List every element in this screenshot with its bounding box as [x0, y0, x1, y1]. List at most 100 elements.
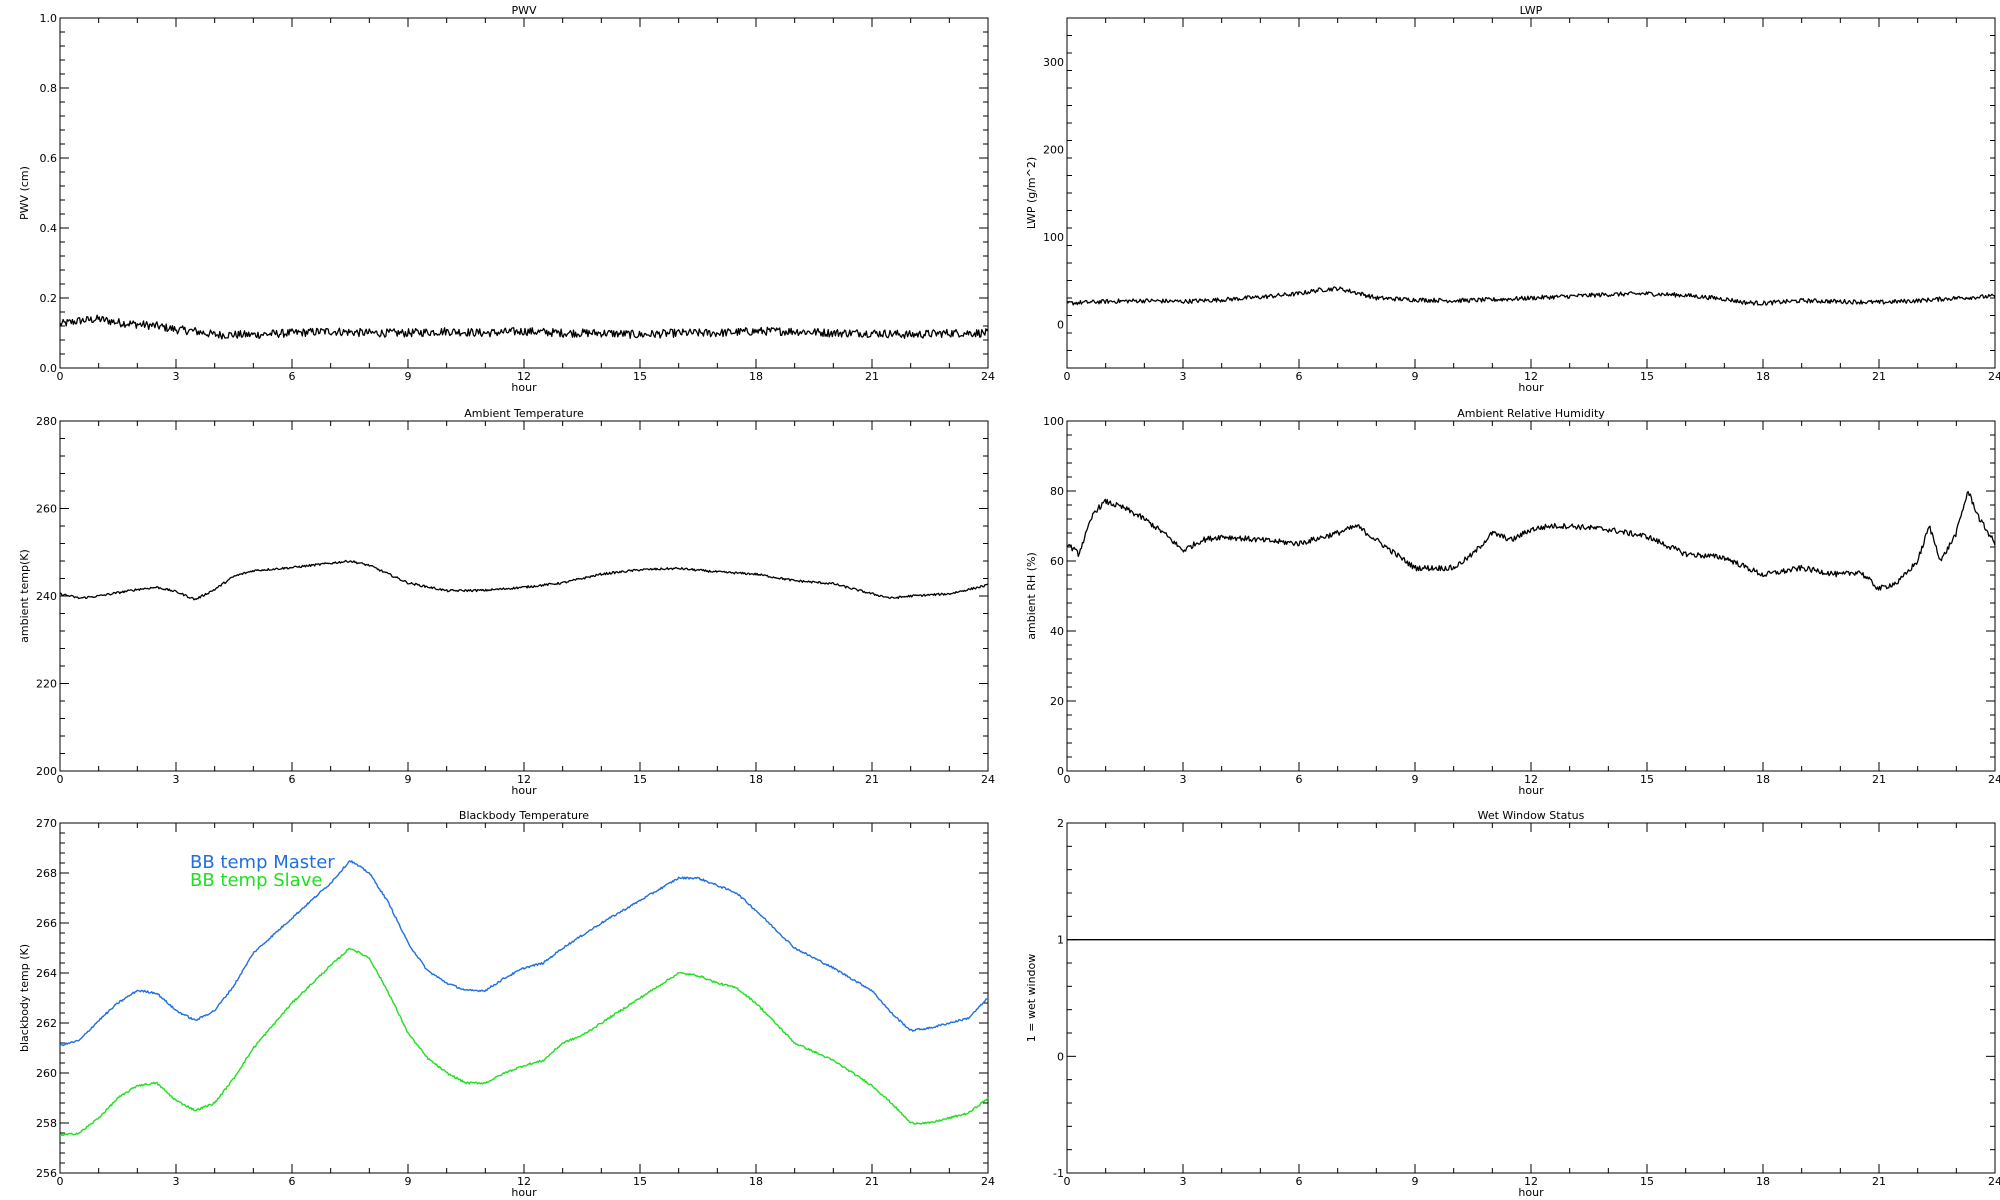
- blackbody_temp-x-axis-label: hour: [511, 1186, 537, 1199]
- ambient_rh-series-line: [1066, 490, 1996, 591]
- pwv-y-tick-label: 0.2: [40, 292, 58, 305]
- ambient_temp-y-tick-label: 280: [36, 415, 57, 428]
- blackbody_temp-x-tick-label: 24: [981, 1175, 995, 1188]
- ambient_rh-y-tick-label: 100: [1043, 415, 1064, 428]
- ambient_rh-x-tick-label: 6: [1296, 773, 1303, 786]
- blackbody_temp-legend-entry: BB temp Slave: [190, 870, 322, 891]
- wet_window-x-tick-label: 15: [1640, 1175, 1654, 1188]
- ambient_temp-x-tick-label: 24: [981, 773, 995, 786]
- ambient_rh-panel: Ambient Relative Humidity 0 3 6 9 12 15 18 21 24 h…: [1025, 407, 2000, 797]
- ambient_temp-panel: Ambient Temperature 0 3 6 9 12 15 18 21 24 hour 200…: [18, 407, 995, 797]
- pwv-x-tick-label: 9: [405, 370, 412, 383]
- ambient_rh-x-axis-label: hour: [1518, 784, 1544, 797]
- lwp-x-tick-label: 18: [1756, 370, 1770, 383]
- ambient_rh-y-axis-label: ambient RH (%): [1025, 552, 1038, 640]
- lwp-panel: LWP 0 3 6 9 12 15 18 21 24 hour 0 100 200 300 LWP (g/m^…: [1025, 4, 2000, 394]
- blackbody_temp-y-tick-label: 260: [36, 1067, 57, 1080]
- pwv-x-tick-label: 12: [517, 370, 531, 383]
- blackbody_temp-x-tick-label: 3: [173, 1175, 180, 1188]
- blackbody_temp-y-tick-label: 258: [36, 1117, 57, 1130]
- ambient_rh-x-tick-label: 3: [1180, 773, 1187, 786]
- wet_window-y-tick-label: 2: [1057, 817, 1064, 830]
- pwv-y-axis-label: PWV (cm): [18, 166, 31, 220]
- ambient_temp-title: Ambient Temperature: [464, 407, 584, 420]
- lwp-y-tick-label: 0: [1057, 318, 1064, 331]
- ambient_temp-x-tick-label: 9: [405, 773, 412, 786]
- blackbody_temp-x-tick-label: 6: [289, 1175, 296, 1188]
- blackbody_temp-y-axis-label: blackbody temp (K): [18, 944, 31, 1052]
- ambient_temp-x-tick-label: 0: [57, 773, 64, 786]
- wet_window-x-tick-label: 6: [1296, 1175, 1303, 1188]
- lwp-y-axis-label: LWP (g/m^2): [1025, 157, 1038, 229]
- pwv-y-tick-label: 1.0: [40, 12, 58, 25]
- blackbody_temp-y-tick-label: 270: [36, 817, 57, 830]
- wet_window-y-tick-label: -1: [1053, 1167, 1064, 1180]
- blackbody_temp-panel: Blackbody Temperature 0 3 6 9 12 15 18 21 24 hour 2…: [18, 809, 995, 1199]
- pwv-x-tick-label: 18: [749, 370, 763, 383]
- ambient_rh-x-tick-label: 18: [1756, 773, 1770, 786]
- pwv-plot-frame: [59, 17, 989, 369]
- blackbody_temp-series-line-0: [60, 860, 988, 1047]
- wet_window-y-tick-label: 1: [1057, 934, 1064, 947]
- pwv-x-tick-label: 21: [865, 370, 879, 383]
- ambient_temp-y-tick-label: 260: [36, 503, 57, 516]
- wet_window-y-tick-label: 0: [1057, 1050, 1064, 1063]
- lwp-title: LWP: [1520, 4, 1543, 17]
- lwp-x-tick-label: 0: [1064, 370, 1071, 383]
- ambient_temp-y-tick-label: 220: [36, 678, 57, 691]
- wet_window-y-axis-label: 1 = wet window: [1025, 954, 1038, 1043]
- blackbody_temp-x-tick-label: 15: [633, 1175, 647, 1188]
- pwv-y-tick-label: 0.4: [40, 222, 58, 235]
- wet_window-x-tick-label: 21: [1872, 1175, 1886, 1188]
- lwp-y-tick-label: 200: [1043, 143, 1064, 156]
- blackbody_temp-series-line-1: [59, 947, 989, 1137]
- ambient_rh-y-tick-label: 0: [1057, 765, 1064, 778]
- ambient_temp-y-tick-label: 200: [36, 765, 57, 778]
- ambient_rh-x-tick-label: 24: [1988, 773, 2000, 786]
- ambient_rh-x-tick-label: 15: [1640, 773, 1654, 786]
- lwp-y-tick-label: 100: [1043, 231, 1064, 244]
- ambient_rh-y-tick-label: 80: [1050, 485, 1064, 498]
- pwv-x-tick-label: 24: [981, 370, 995, 383]
- blackbody_temp-x-tick-label: 18: [749, 1175, 763, 1188]
- lwp-x-tick-label: 15: [1640, 370, 1654, 383]
- pwv-y-tick-label: 0.8: [40, 82, 58, 95]
- lwp-x-tick-label: 12: [1524, 370, 1538, 383]
- pwv-x-tick-label: 15: [633, 370, 647, 383]
- blackbody_temp-title: Blackbody Temperature: [459, 809, 589, 822]
- wet_window-title: Wet Window Status: [1478, 809, 1585, 822]
- ambient_temp-x-tick-label: 3: [173, 773, 180, 786]
- wet_window-x-tick-label: 12: [1524, 1175, 1538, 1188]
- blackbody_temp-y-tick-label: 266: [36, 917, 57, 930]
- lwp-y-tick-label: 300: [1043, 56, 1064, 69]
- wet_window-x-tick-label: 18: [1756, 1175, 1770, 1188]
- ambient_rh-x-tick-label: 21: [1872, 773, 1886, 786]
- lwp-x-tick-label: 24: [1988, 370, 2000, 383]
- ambient_rh-x-tick-label: 9: [1412, 773, 1419, 786]
- lwp-plot-frame: [1066, 17, 1996, 369]
- lwp-x-tick-label: 3: [1180, 370, 1187, 383]
- blackbody_temp-x-tick-label: 12: [517, 1175, 531, 1188]
- ambient_temp-x-tick-label: 6: [289, 773, 296, 786]
- ambient_temp-y-tick-label: 240: [36, 590, 57, 603]
- pwv-x-tick-label: 6: [289, 370, 296, 383]
- wet_window-x-tick-label: 3: [1180, 1175, 1187, 1188]
- ambient_rh-y-tick-label: 20: [1050, 695, 1064, 708]
- pwv-x-axis-label: hour: [511, 381, 537, 394]
- pwv-y-tick-label: 0.0: [40, 362, 58, 375]
- ambient_rh-title: Ambient Relative Humidity: [1457, 407, 1605, 420]
- ambient_temp-x-tick-label: 18: [749, 773, 763, 786]
- blackbody_temp-y-tick-label: 262: [36, 1017, 57, 1030]
- blackbody_temp-legend-entry: BB temp Master: [190, 852, 335, 873]
- blackbody_temp-y-tick-label: 264: [36, 967, 57, 980]
- wet_window-x-tick-label: 24: [1988, 1175, 2000, 1188]
- lwp-x-tick-label: 9: [1412, 370, 1419, 383]
- blackbody_temp-x-tick-label: 9: [405, 1175, 412, 1188]
- pwv-title: PWV: [511, 4, 537, 17]
- ambient_temp-series-line: [59, 559, 989, 601]
- ambient_temp-x-tick-label: 21: [865, 773, 879, 786]
- pwv-y-tick-label: 0.6: [40, 152, 58, 165]
- ambient_temp-y-axis-label: ambient temp(K): [18, 549, 31, 643]
